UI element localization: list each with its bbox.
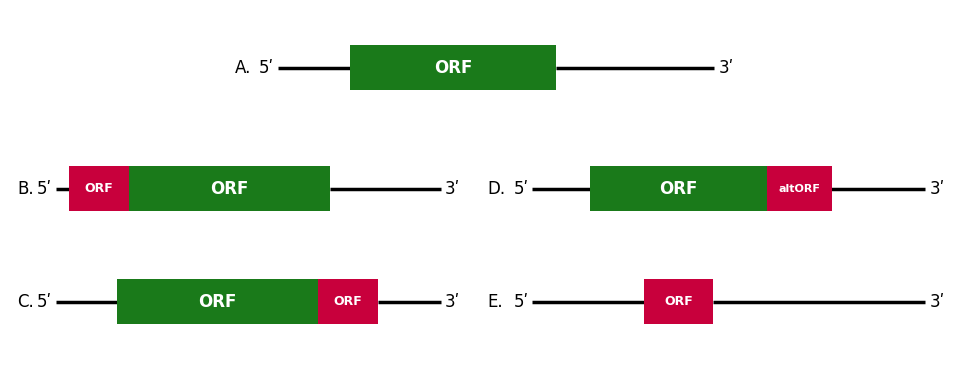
Bar: [69, 166, 129, 211]
Text: ORF: ORF: [210, 179, 248, 198]
Text: altORF: altORF: [779, 184, 821, 193]
Bar: [117, 279, 318, 324]
Text: ORF: ORF: [334, 295, 363, 308]
Text: C.: C.: [17, 293, 34, 311]
Bar: [644, 279, 713, 324]
Text: ORF: ORF: [659, 179, 698, 198]
Bar: [767, 166, 832, 211]
Text: A.: A.: [235, 59, 251, 77]
Text: ORF: ORF: [433, 59, 473, 77]
Text: 5ʹ: 5ʹ: [259, 59, 274, 77]
Text: 3ʹ: 3ʹ: [929, 179, 945, 198]
Text: 5ʹ: 5ʹ: [513, 179, 528, 198]
Bar: [350, 45, 556, 90]
Text: ORF: ORF: [199, 293, 237, 311]
Bar: [590, 166, 767, 211]
Bar: [129, 166, 330, 211]
Text: 5ʹ: 5ʹ: [36, 179, 52, 198]
Text: 3ʹ: 3ʹ: [929, 293, 945, 311]
Text: B.: B.: [17, 179, 34, 198]
Text: 3ʹ: 3ʹ: [445, 179, 460, 198]
Text: 3ʹ: 3ʹ: [718, 59, 734, 77]
Text: ORF: ORF: [84, 182, 113, 195]
Text: E.: E.: [487, 293, 503, 311]
Text: D.: D.: [487, 179, 505, 198]
Text: 5ʹ: 5ʹ: [513, 293, 528, 311]
Text: ORF: ORF: [665, 295, 693, 308]
Bar: [318, 279, 378, 324]
Text: 3ʹ: 3ʹ: [445, 293, 460, 311]
Text: 5ʹ: 5ʹ: [36, 293, 52, 311]
